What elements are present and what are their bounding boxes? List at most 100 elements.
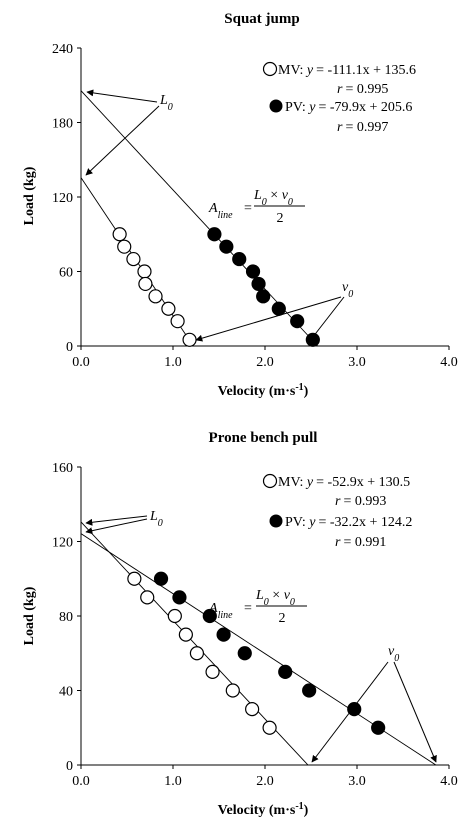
y-axis-label: Load (kg) bbox=[22, 166, 37, 225]
data-point-pv bbox=[256, 289, 271, 304]
arrow-v0-mv bbox=[311, 661, 389, 763]
arrow-l0-mv bbox=[85, 515, 148, 526]
x-tick-label: 2.0 bbox=[256, 774, 274, 789]
x-tick-label: 2.0 bbox=[256, 355, 274, 370]
data-point-mv bbox=[178, 627, 193, 642]
legend-marker-pv bbox=[269, 514, 283, 528]
y-tick-label: 0 bbox=[66, 759, 73, 774]
arrow-l0-mv bbox=[85, 105, 160, 176]
annotation-area: Aline = L0 × v0 2 bbox=[208, 588, 307, 626]
annotation-l0: L0 bbox=[159, 93, 173, 113]
data-point-mv bbox=[167, 608, 182, 624]
legend-entry-mv: MV: y = -111.1x + 135.6 bbox=[278, 63, 416, 78]
axes bbox=[77, 47, 450, 350]
y-tick-label: 160 bbox=[52, 461, 73, 476]
x-tick-label: 1.0 bbox=[164, 355, 182, 370]
x-tick-label: 0.0 bbox=[72, 774, 90, 789]
y-tick-label: 80 bbox=[59, 610, 73, 625]
arrow-v0-pv bbox=[308, 296, 345, 343]
data-point-pv bbox=[172, 590, 187, 605]
x-tick-label: 1.0 bbox=[164, 774, 182, 789]
legend-r-pv: r = 0.991 bbox=[335, 535, 386, 550]
data-point-mv bbox=[148, 289, 163, 304]
annotation-area: Aline = L0 × v0 2 bbox=[208, 188, 305, 226]
svg-text:2: 2 bbox=[277, 211, 284, 226]
y-tick-label: 180 bbox=[52, 117, 73, 132]
chart-squat-jump: Squat jump 0.0 1.0 2.0 3.0 4.0 0 60 120 180 240 V… bbox=[22, 11, 458, 399]
x-axis-label: Velocity (m·s-1) bbox=[218, 382, 309, 400]
data-points bbox=[127, 571, 386, 735]
data-point-pv bbox=[219, 239, 234, 254]
legend: MV: y = -52.9x + 130.5 r = 0.993 PV: y = -3… bbox=[262, 473, 412, 550]
x-tick-label: 3.0 bbox=[348, 355, 366, 370]
data-point-mv bbox=[140, 590, 155, 605]
annotation-v0: v0 bbox=[388, 644, 399, 664]
svg-text:L0 × v0: L0 × v0 bbox=[253, 188, 293, 208]
data-point-mv bbox=[126, 251, 141, 267]
data-point-pv bbox=[371, 720, 386, 735]
data-point-mv bbox=[245, 702, 260, 717]
data-point-pv bbox=[251, 276, 266, 292]
svg-text:=: = bbox=[244, 201, 252, 216]
svg-text:Aline: Aline bbox=[208, 201, 233, 221]
y-axis-label: Load (kg) bbox=[22, 586, 37, 645]
data-point-pv bbox=[290, 314, 305, 329]
annotation-l0: L0 bbox=[149, 509, 163, 529]
arrow-v0-mv bbox=[195, 296, 342, 342]
tick-labels: 0.0 1.0 2.0 3.0 4.0 0 60 120 180 240 bbox=[52, 42, 458, 370]
data-point-pv bbox=[305, 332, 320, 347]
legend-entry-pv: PV: y = -79.9x + 205.6 bbox=[285, 100, 412, 115]
svg-text:2: 2 bbox=[279, 611, 286, 626]
y-tick-label: 40 bbox=[59, 685, 73, 700]
legend-marker-mv bbox=[262, 473, 278, 489]
data-point-mv bbox=[127, 571, 142, 586]
data-point-mv bbox=[170, 314, 185, 329]
legend-entry-mv: MV: y = -52.9x + 130.5 bbox=[278, 475, 410, 490]
y-tick-label: 120 bbox=[52, 191, 73, 206]
data-point-mv bbox=[205, 664, 220, 679]
x-tick-label: 3.0 bbox=[348, 774, 366, 789]
legend-r-mv: r = 0.995 bbox=[337, 82, 388, 97]
legend-entry-pv: PV: y = -32.2x + 124.2 bbox=[285, 515, 412, 530]
data-point-pv bbox=[302, 683, 317, 698]
arrow-v0-pv bbox=[393, 661, 437, 763]
arrow-l0-pv bbox=[85, 518, 148, 535]
y-tick-label: 0 bbox=[66, 340, 73, 355]
x-tick-label: 4.0 bbox=[440, 355, 458, 370]
data-point-mv bbox=[138, 276, 153, 292]
svg-text:=: = bbox=[244, 601, 252, 616]
x-tick-label: 0.0 bbox=[72, 355, 90, 370]
data-point-pv bbox=[237, 646, 252, 661]
legend-r-pv: r = 0.997 bbox=[337, 120, 388, 135]
chart-title: Prone bench pull bbox=[209, 430, 318, 446]
data-point-mv bbox=[112, 227, 127, 242]
arrow-l0-pv bbox=[86, 89, 158, 103]
data-point-pv bbox=[271, 301, 286, 316]
x-axis-label: Velocity (m·s-1) bbox=[218, 801, 309, 819]
legend-marker-pv bbox=[269, 99, 283, 113]
x-tick-label: 4.0 bbox=[440, 774, 458, 789]
legend: MV: y = -111.1x + 135.6 r = 0.995 PV: y = -… bbox=[262, 61, 416, 135]
data-point-pv bbox=[245, 264, 261, 279]
data-point-pv bbox=[202, 608, 217, 624]
data-point-mv bbox=[182, 332, 197, 347]
data-point-pv bbox=[278, 664, 293, 679]
data-point-mv bbox=[117, 239, 132, 254]
y-tick-label: 120 bbox=[52, 536, 73, 551]
chart-prone-bench-pull: Prone bench pull 0.0 1.0 2.0 3.0 4.0 0 40 80 120… bbox=[22, 430, 458, 818]
svg-text:Aline: Aline bbox=[208, 601, 233, 621]
legend-r-mv: r = 0.993 bbox=[335, 494, 386, 509]
chart-title: Squat jump bbox=[224, 11, 299, 27]
svg-text:L0 × v0: L0 × v0 bbox=[255, 588, 295, 608]
tick-labels: 0.0 1.0 2.0 3.0 4.0 0 40 80 120 160 bbox=[52, 461, 458, 789]
legend-marker-mv bbox=[262, 61, 278, 77]
axes bbox=[77, 466, 450, 769]
data-point-mv bbox=[262, 720, 277, 735]
y-tick-label: 240 bbox=[52, 42, 73, 57]
data-point-mv bbox=[161, 301, 176, 316]
data-point-pv bbox=[232, 251, 247, 267]
data-point-pv bbox=[153, 571, 169, 586]
data-point-pv bbox=[207, 227, 222, 242]
data-point-pv bbox=[216, 627, 231, 642]
